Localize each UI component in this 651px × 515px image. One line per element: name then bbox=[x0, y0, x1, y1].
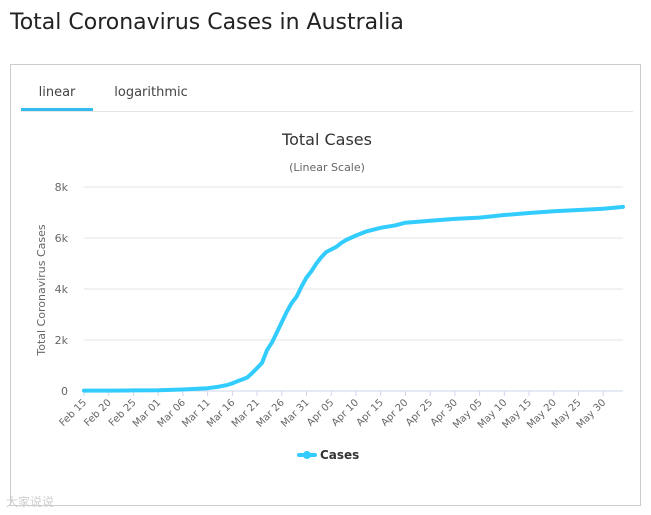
y-tick-label: 8k bbox=[55, 181, 69, 194]
y-tick-label: 6k bbox=[55, 232, 69, 245]
y-tick-labels: 0 2k 4k 6k 8k bbox=[55, 181, 69, 398]
y-tick-label: 2k bbox=[55, 334, 69, 347]
legend[interactable]: Cases bbox=[297, 448, 359, 462]
series-line-cases[interactable] bbox=[82, 204, 625, 393]
series-layer bbox=[82, 204, 625, 393]
y-axis-label: Total Coronavirus Cases bbox=[35, 224, 48, 357]
chart-title: Total Cases bbox=[281, 130, 372, 149]
legend-marker bbox=[303, 451, 311, 459]
watermark: 大家说说 bbox=[6, 495, 55, 509]
chart-panel: linear logarithmic bbox=[10, 64, 641, 506]
page-title: Total Coronavirus Cases in Australia bbox=[10, 10, 404, 35]
x-tick-label: Mar 31 bbox=[279, 397, 311, 429]
tab-linear[interactable]: linear bbox=[21, 75, 93, 111]
gridlines bbox=[84, 186, 623, 392]
scale-tabs: linear logarithmic bbox=[21, 75, 633, 112]
tab-logarithmic[interactable]: logarithmic bbox=[114, 85, 188, 100]
chart-subtitle: (Linear Scale) bbox=[289, 161, 365, 174]
y-tick-label: 4k bbox=[55, 283, 69, 296]
legend-label-cases: Cases bbox=[320, 448, 359, 462]
y-tick-label: 0 bbox=[61, 385, 68, 398]
